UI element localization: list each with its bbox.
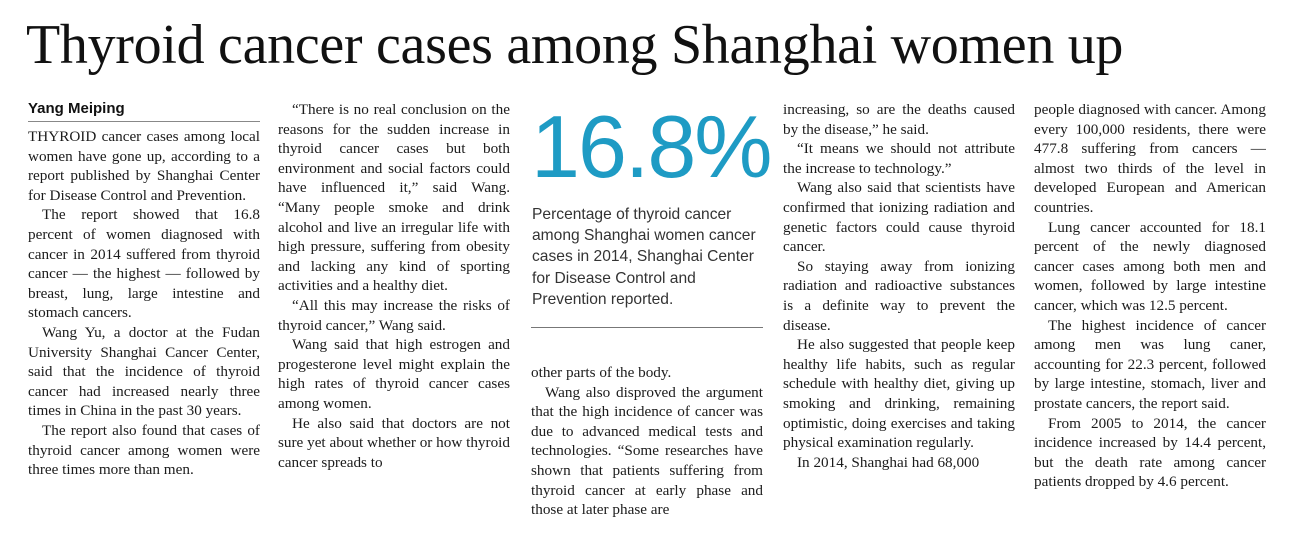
- paragraph: The highest incidence of cancer among me…: [1034, 316, 1266, 412]
- paragraph: In 2014, Shanghai had 68,000: [797, 453, 980, 471]
- paragraph: THYROID cancer cases among local women h…: [28, 128, 260, 204]
- paragraph: From 2005 to 2014, the cancer incidence …: [1034, 414, 1266, 491]
- article-column-2: “There is no real conclusion on the reas…: [278, 100, 510, 533]
- paragraph: Wang said that high estrogen and progest…: [278, 336, 510, 412]
- article-column-3: other parts of the body. Wang also dispr…: [531, 363, 763, 533]
- article-column-5: people diagnosed with cancer. Among ever…: [1034, 100, 1266, 533]
- paragraph: increasing, so are the deaths caused by …: [783, 101, 1015, 138]
- paragraph: Wang also said that scientists have conf…: [783, 179, 1015, 256]
- paragraph: “There is no real conclusion on the reas…: [278, 101, 510, 295]
- pullquote-caption: Percentage of thyroid cancer among Shang…: [532, 206, 756, 308]
- paragraph: people diagnosed with cancer. Among ever…: [1034, 101, 1266, 216]
- paragraph: He also suggested that people keep healt…: [783, 336, 1015, 452]
- byline: Yang Meiping: [28, 100, 125, 117]
- paragraph: Lung cancer accounted for 18.1 percent o…: [1034, 218, 1266, 314]
- paragraph: other parts of the body.: [531, 364, 672, 381]
- headline: Thyroid cancer cases among Shanghai wome…: [26, 14, 1124, 76]
- paragraph: “It means we should not attribute the in…: [783, 140, 1015, 177]
- article-column-4: increasing, so are the deaths caused by …: [783, 100, 1015, 533]
- paragraph: The report also found that cases of thyr…: [28, 421, 260, 479]
- pullquote-divider: [531, 327, 763, 328]
- paragraph: The report showed that 16.8 percent of w…: [28, 206, 260, 322]
- byline-divider: [28, 121, 260, 122]
- paragraph: Wang Yu, a doctor at the Fudan Universit…: [28, 323, 260, 420]
- pullquote-number: 16.8%: [531, 97, 773, 196]
- paragraph: “All this may increase the risks of thyr…: [278, 296, 510, 334]
- paragraph: So staying away from ionizing radiation …: [783, 257, 1015, 334]
- paragraph: He also said that doctors are not sure y…: [278, 414, 510, 471]
- paragraph: Wang also disproved the argument that th…: [531, 383, 763, 519]
- article-column-1: THYROID cancer cases among local women h…: [28, 127, 260, 533]
